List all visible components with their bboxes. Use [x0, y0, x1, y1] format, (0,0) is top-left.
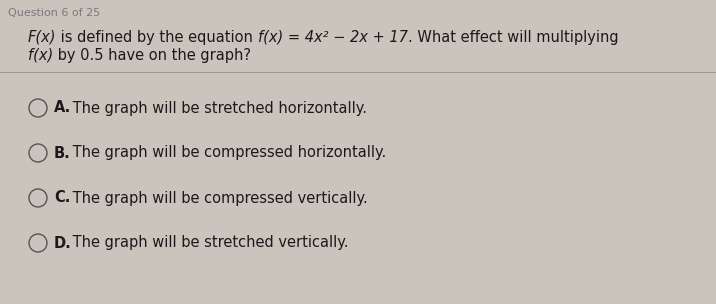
- Text: f(x): f(x): [28, 48, 53, 63]
- Text: C.: C.: [54, 191, 70, 206]
- Text: . What effect will multiplying: . What effect will multiplying: [408, 30, 619, 45]
- Text: B.: B.: [54, 146, 71, 161]
- Circle shape: [29, 234, 47, 252]
- Text: A.: A.: [54, 101, 72, 116]
- Text: Question 6 of 25: Question 6 of 25: [8, 8, 100, 18]
- Text: F(x): F(x): [28, 30, 57, 45]
- Circle shape: [29, 144, 47, 162]
- Text: The graph will be stretched horizontally.: The graph will be stretched horizontally…: [68, 101, 367, 116]
- Text: The graph will be compressed horizontally.: The graph will be compressed horizontall…: [68, 146, 386, 161]
- Text: by 0.5 have on the graph?: by 0.5 have on the graph?: [53, 48, 251, 63]
- Circle shape: [29, 189, 47, 207]
- Text: The graph will be stretched vertically.: The graph will be stretched vertically.: [68, 236, 349, 250]
- Text: The graph will be compressed vertically.: The graph will be compressed vertically.: [68, 191, 368, 206]
- Circle shape: [29, 99, 47, 117]
- Text: f(x) = 4x² − 2x + 17: f(x) = 4x² − 2x + 17: [258, 30, 408, 45]
- Text: is defined by the equation: is defined by the equation: [57, 30, 258, 45]
- Text: D.: D.: [54, 236, 72, 250]
